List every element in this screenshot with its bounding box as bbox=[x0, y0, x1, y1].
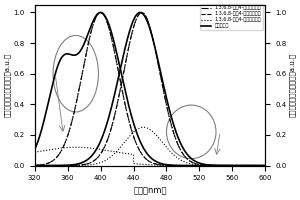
Y-axis label: 归一化的荧光发射强度（a.u.）: 归一化的荧光发射强度（a.u.） bbox=[289, 53, 296, 117]
Legend: 1,3,6,8-四（4-甲基苯基）荧, 1,3,6,8-四（4-乙基苯基）荧, 1,3,6,8-四（4-丙基苯基）荧, 荧蒽基苯胺: 1,3,6,8-四（4-甲基苯基）荧, 1,3,6,8-四（4-乙基苯基）荧, … bbox=[200, 4, 263, 30]
Y-axis label: 归一化的紫外吸收强度（a.u.）: 归一化的紫外吸收强度（a.u.） bbox=[4, 53, 11, 117]
X-axis label: 波长（nm）: 波长（nm） bbox=[133, 187, 167, 196]
